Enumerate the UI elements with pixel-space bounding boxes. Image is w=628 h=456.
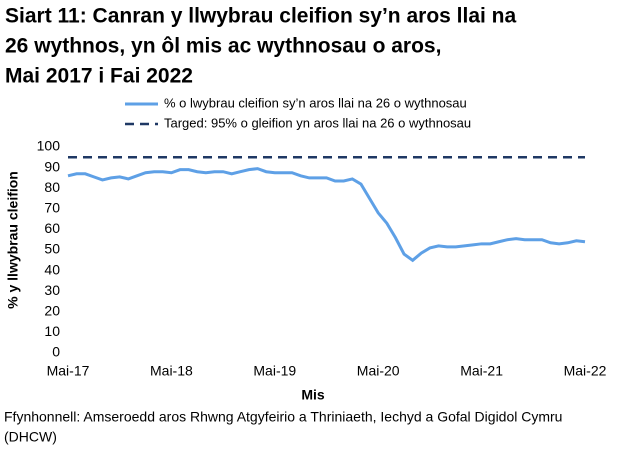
y-tick-label: 50 bbox=[44, 241, 60, 257]
y-tick-label: 60 bbox=[44, 220, 60, 236]
legend-label: Targed: 95% o gleifion yn aros llai na 2… bbox=[164, 115, 471, 130]
y-tick-label: 10 bbox=[44, 323, 60, 339]
y-tick-label: 100 bbox=[37, 138, 61, 154]
x-tick-label: Mai-18 bbox=[150, 363, 193, 379]
x-axis-label: Mis bbox=[301, 387, 325, 403]
chart-title: Mai 2017 i Fai 2022 bbox=[5, 65, 193, 88]
chart-title: 26 wythnos, yn ôl mis ac wythnosau o aro… bbox=[5, 35, 441, 58]
series-line bbox=[67, 167, 586, 263]
y-axis-label: % y llwybrau cleifion bbox=[5, 171, 21, 309]
y-tick-label: 30 bbox=[44, 282, 60, 298]
legend-label: % o lwybrau cleifion sy’n aros llai na 2… bbox=[164, 95, 467, 110]
y-tick-label: 40 bbox=[44, 261, 60, 277]
y-tick-label: 20 bbox=[44, 303, 60, 319]
chart-title: Siart 11: Canran y llwybrau cleifion sy’… bbox=[5, 5, 517, 28]
x-tick-label: Mai-22 bbox=[564, 363, 607, 379]
y-tick-label: 70 bbox=[44, 200, 60, 216]
x-tick-label: Mai-17 bbox=[47, 363, 90, 379]
y-tick-label: 80 bbox=[44, 179, 60, 195]
y-tick-label: 0 bbox=[52, 344, 60, 360]
x-tick-label: Mai-19 bbox=[253, 363, 296, 379]
x-tick-label: Mai-21 bbox=[460, 363, 503, 379]
x-tick-label: Mai-20 bbox=[357, 363, 400, 379]
y-tick-label: 90 bbox=[44, 158, 60, 174]
source-note: (DHCW) bbox=[4, 429, 57, 445]
source-note: Ffynhonnell: Amseroedd aros Rhwng Atgyfe… bbox=[4, 409, 562, 425]
